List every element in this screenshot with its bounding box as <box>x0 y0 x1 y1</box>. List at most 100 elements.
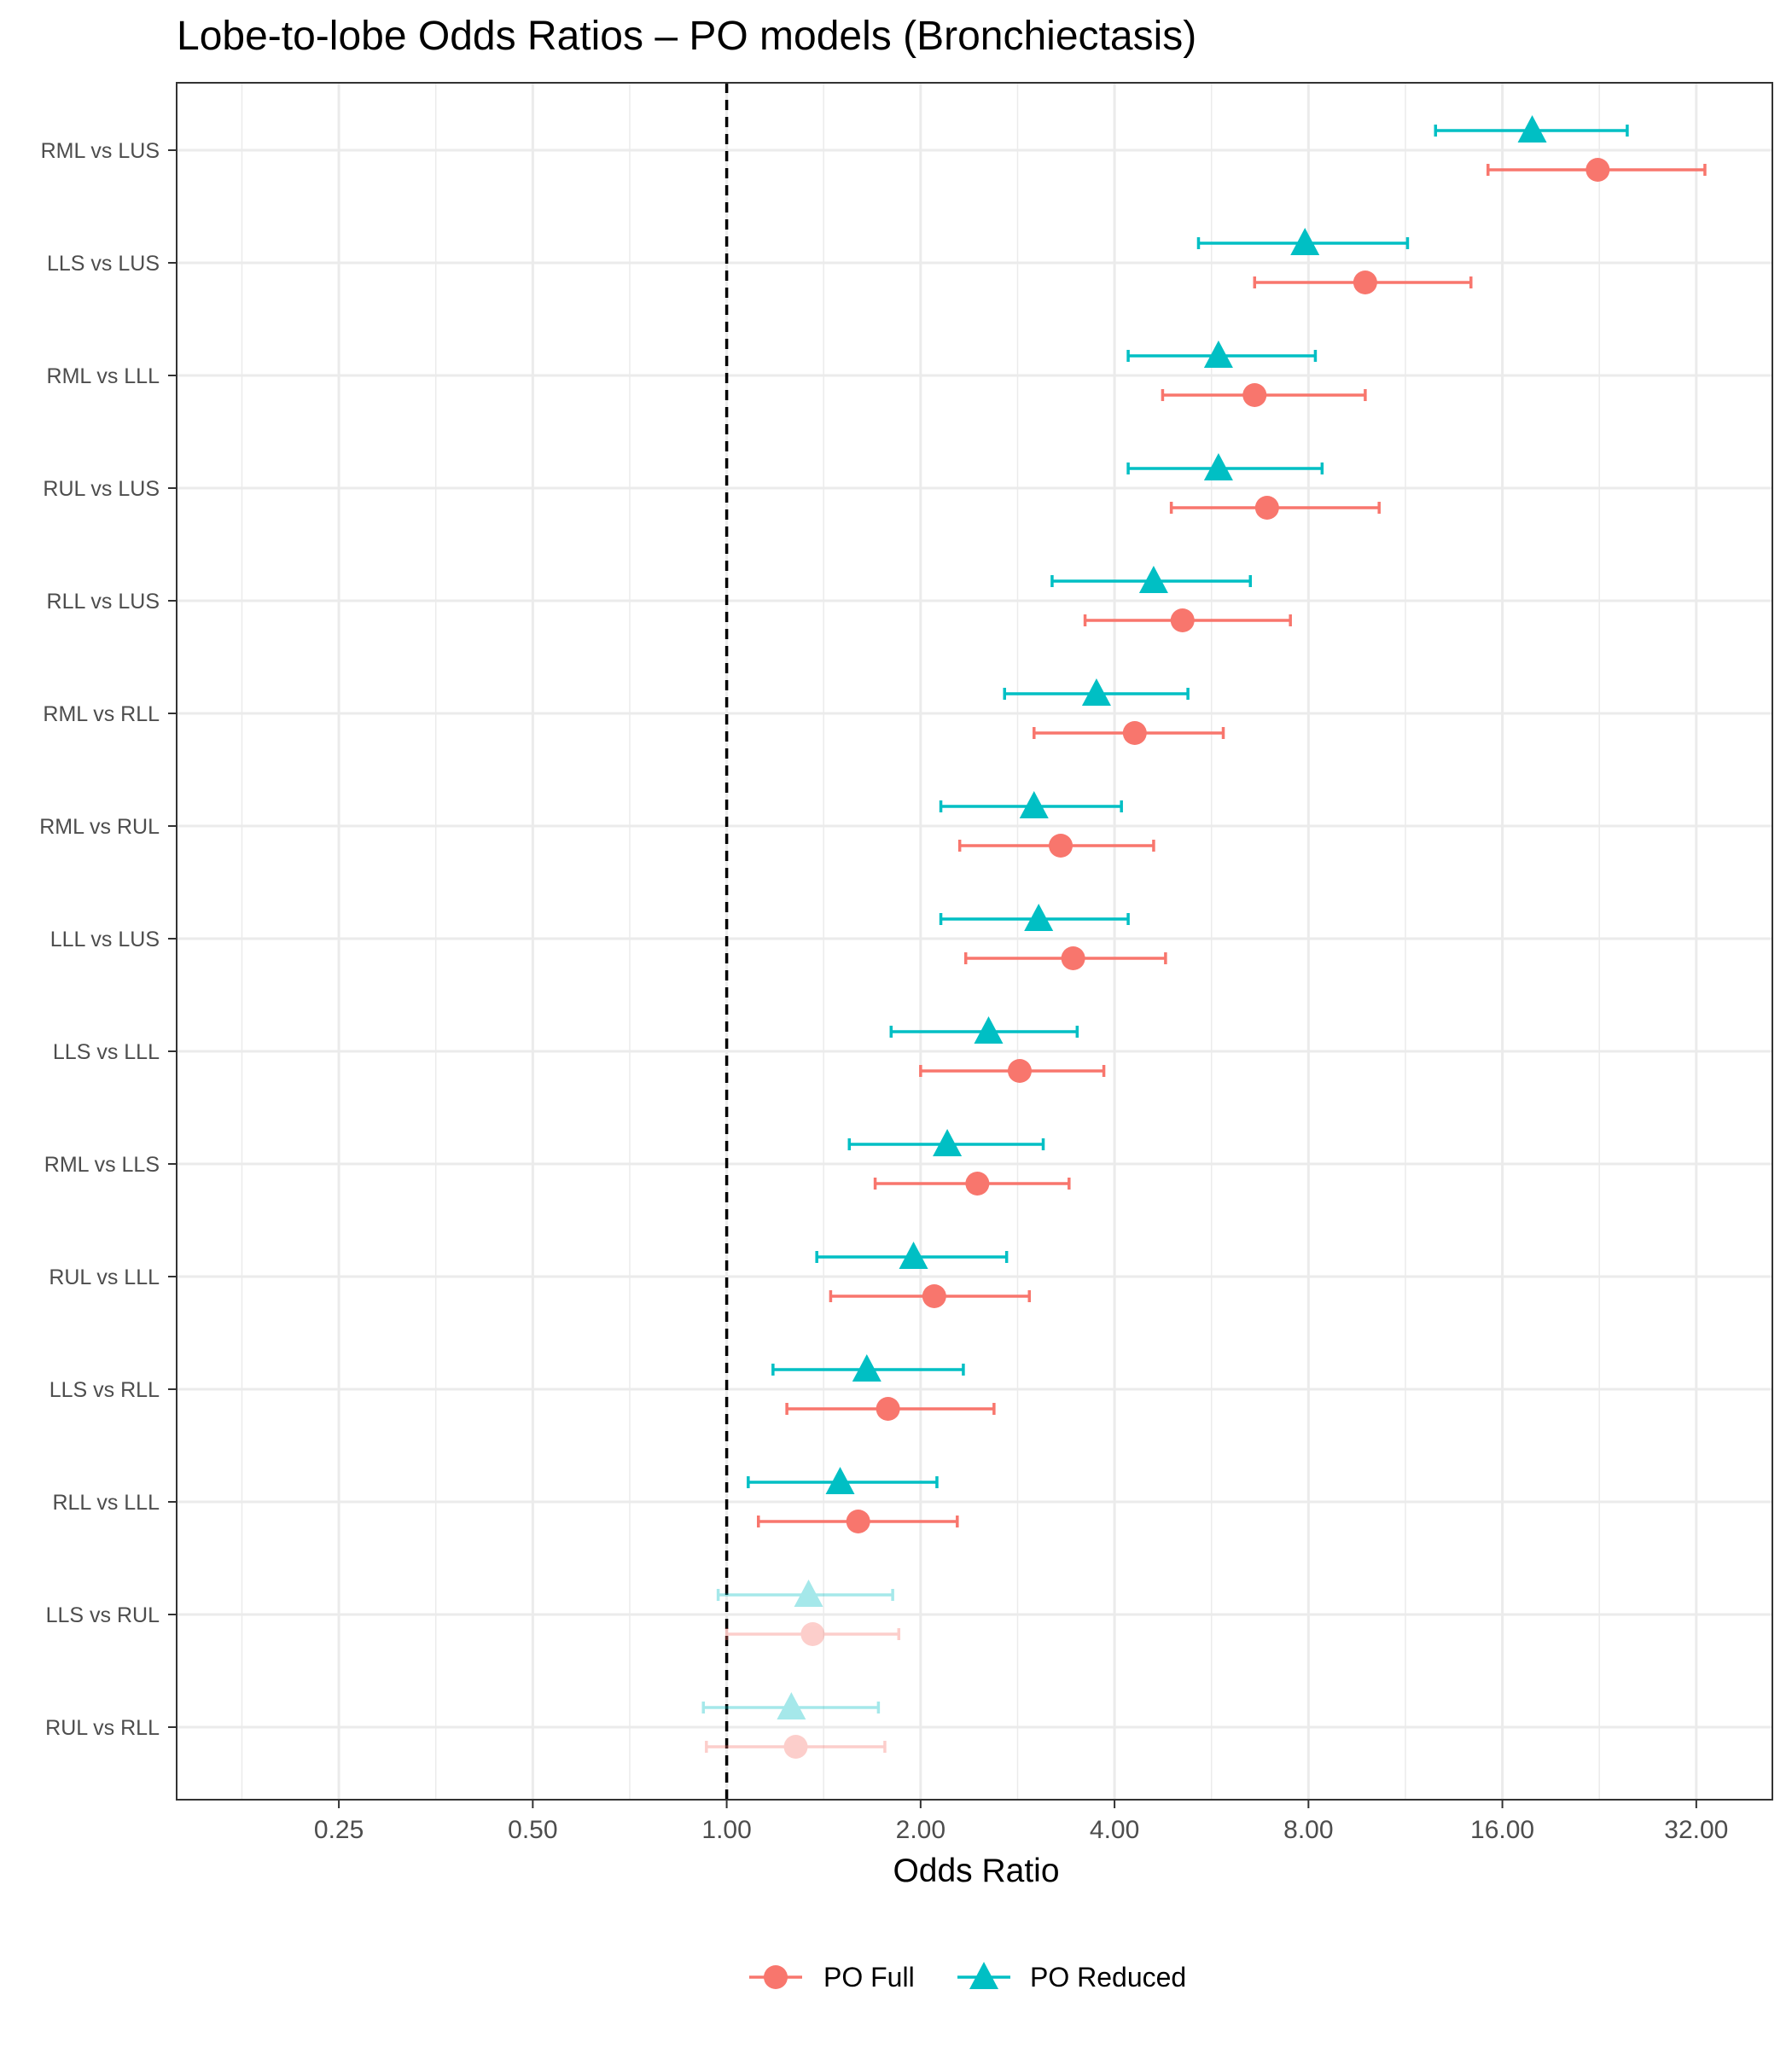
ci-group <box>815 1242 1009 1269</box>
ci-group <box>785 1397 996 1421</box>
series-po-full <box>705 158 1707 1759</box>
y-tick-label: LLS vs RUL <box>46 1603 160 1627</box>
series-po-reduced <box>701 115 1629 1719</box>
legend-item-po-full: PO Full <box>749 1962 915 1993</box>
point-estimate <box>1061 946 1085 970</box>
point-estimate <box>777 1692 806 1719</box>
point-estimate <box>825 1467 855 1494</box>
point-estimate <box>922 1284 946 1308</box>
ci-group <box>873 1172 1071 1196</box>
point-estimate <box>1024 904 1054 931</box>
y-tick-label: RLL vs LUS <box>47 590 160 614</box>
point-estimate <box>899 1242 928 1269</box>
y-tick-label: LLS vs RLL <box>49 1378 160 1402</box>
x-tick-label: 4.00 <box>1090 1816 1139 1844</box>
y-tick-label: RML vs LUS <box>41 139 160 163</box>
ci-group <box>1003 678 1190 706</box>
point-estimate <box>876 1397 900 1421</box>
y-axis: RML vs LUS LLS vs LUS RML vs LLL RUL vs LUS… <box>39 139 177 1740</box>
point-estimate <box>1019 791 1049 818</box>
point-estimate <box>1170 608 1195 632</box>
point-estimate <box>800 1622 825 1646</box>
point-estimate <box>1585 158 1610 182</box>
ci-group <box>963 946 1167 970</box>
point-estimate <box>1290 228 1320 255</box>
series-layer <box>701 115 1707 1759</box>
legend-label: PO Full <box>823 1962 915 1993</box>
ci-group <box>724 1622 901 1646</box>
y-tick-label: LLS vs LLL <box>53 1040 160 1064</box>
ci-group <box>701 1692 881 1719</box>
point-estimate <box>1353 271 1377 294</box>
point-estimate <box>1203 453 1233 480</box>
point-estimate <box>1007 1059 1032 1083</box>
ci-group <box>889 1016 1079 1044</box>
point-estimate <box>1517 115 1547 143</box>
ci-group <box>771 1354 965 1382</box>
x-tick-label: 32.00 <box>1664 1816 1728 1844</box>
ci-group <box>1083 608 1292 632</box>
legend-item-po-reduced: PO Reduced <box>957 1962 1186 1993</box>
y-tick-label: RUL vs LLL <box>49 1265 160 1289</box>
ci-group <box>939 904 1130 931</box>
point-estimate <box>1203 340 1233 368</box>
point-estimate <box>933 1129 963 1156</box>
y-tick-label: RML vs LLL <box>47 364 160 388</box>
ci-group <box>1126 453 1324 480</box>
y-tick-label: RLL vs LLL <box>52 1491 160 1515</box>
ci-group <box>939 791 1123 818</box>
point-estimate <box>1242 383 1267 407</box>
x-axis-title: Odds Ratio <box>893 1853 1059 1889</box>
ci-group <box>1434 115 1629 143</box>
y-tick-label: RML vs LLS <box>44 1153 160 1177</box>
point-estimate <box>783 1735 808 1759</box>
chart-title: Lobe-to-lobe Odds Ratios – PO models (Br… <box>177 14 1196 59</box>
y-tick-label: LLL vs LUS <box>50 928 160 951</box>
ci-group <box>919 1059 1106 1083</box>
ci-group <box>829 1284 1032 1308</box>
ci-group <box>1033 721 1225 745</box>
y-tick-label: RUL vs LUS <box>43 477 160 501</box>
legend: PO Full PO Reduced <box>749 1962 1186 1993</box>
legend-marker <box>764 1965 788 1989</box>
ci-group <box>1487 158 1707 182</box>
grid-layer <box>177 83 1772 1800</box>
point-estimate <box>1049 834 1073 858</box>
x-tick-label: 0.50 <box>508 1816 557 1844</box>
x-tick-label: 16.00 <box>1470 1816 1534 1844</box>
y-tick-label: RML vs RUL <box>39 815 160 839</box>
ci-group <box>1169 496 1381 520</box>
x-tick-label: 1.00 <box>701 1816 751 1844</box>
legend-label: PO Reduced <box>1030 1962 1186 1993</box>
point-estimate <box>965 1172 990 1196</box>
ci-group <box>1196 228 1410 255</box>
y-tick-label: LLS vs LUS <box>47 252 160 276</box>
ci-group <box>1253 271 1473 294</box>
point-estimate <box>846 1510 870 1533</box>
ci-group <box>1126 340 1318 368</box>
legend-marker <box>969 1962 998 1989</box>
ci-group <box>747 1467 939 1494</box>
y-tick-label: RML vs RLL <box>43 702 160 726</box>
point-estimate <box>1081 678 1111 706</box>
x-axis: 0.25 0.50 1.00 2.00 4.00 8.00 16.00 32.00 <box>314 1800 1728 1844</box>
ci-group <box>757 1510 959 1533</box>
x-tick-label: 0.25 <box>314 1816 364 1844</box>
x-tick-label: 8.00 <box>1283 1816 1333 1844</box>
ci-group <box>1050 566 1253 593</box>
x-tick-label: 2.00 <box>896 1816 945 1844</box>
point-estimate <box>1254 496 1279 520</box>
point-estimate <box>794 1580 823 1607</box>
panel-border <box>176 82 1773 1801</box>
point-estimate <box>974 1016 1004 1044</box>
point-estimate <box>1122 721 1147 745</box>
ci-group <box>716 1580 894 1607</box>
ci-group <box>847 1129 1045 1156</box>
point-estimate <box>852 1354 881 1382</box>
ci-group <box>957 834 1155 858</box>
ci-group <box>1161 383 1367 407</box>
y-tick-label: RUL vs RLL <box>45 1716 160 1740</box>
point-estimate <box>1138 566 1168 593</box>
